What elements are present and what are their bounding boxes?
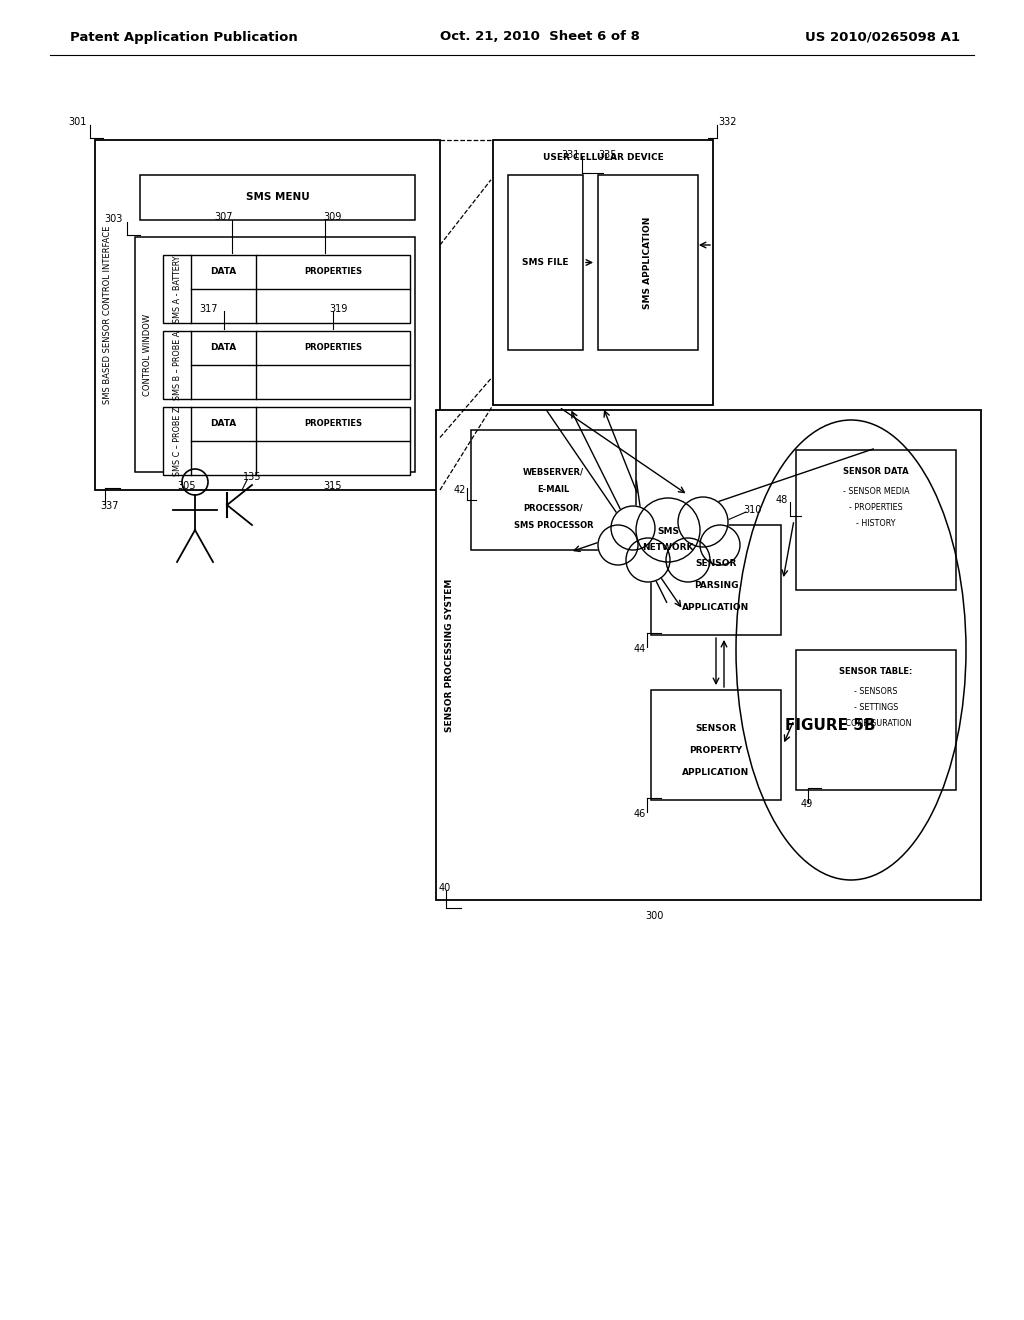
Text: 315: 315: [324, 480, 342, 491]
Text: 303: 303: [104, 214, 123, 224]
Text: SMS C – PROBE Z: SMS C – PROBE Z: [172, 407, 181, 475]
Text: SMS MENU: SMS MENU: [246, 193, 309, 202]
Text: 49: 49: [801, 799, 813, 809]
Circle shape: [626, 539, 670, 582]
Text: E-MAIL: E-MAIL: [538, 486, 569, 495]
Text: APPLICATION: APPLICATION: [682, 603, 750, 612]
Text: SMS APPLICATION: SMS APPLICATION: [643, 216, 652, 309]
Text: - SETTINGS: - SETTINGS: [854, 704, 898, 713]
FancyBboxPatch shape: [135, 238, 415, 473]
Text: SMS PROCESSOR: SMS PROCESSOR: [514, 521, 593, 531]
Text: - CONFIGURATION: - CONFIGURATION: [841, 719, 911, 729]
Text: APPLICATION: APPLICATION: [682, 768, 750, 777]
Text: DATA: DATA: [210, 420, 237, 429]
Text: SENSOR DATA: SENSOR DATA: [843, 467, 909, 477]
Circle shape: [636, 498, 700, 562]
Text: SMS A - BATTERY: SMS A - BATTERY: [172, 255, 181, 323]
FancyBboxPatch shape: [508, 176, 583, 350]
Text: 319: 319: [329, 304, 347, 314]
Text: 135: 135: [243, 473, 261, 482]
Text: SMS B – PROBE A: SMS B – PROBE A: [172, 330, 181, 400]
Text: USER CELLULAR DEVICE: USER CELLULAR DEVICE: [543, 153, 664, 162]
Text: SMS BASED SENSOR CONTROL INTERFACE: SMS BASED SENSOR CONTROL INTERFACE: [102, 226, 112, 404]
Text: - HISTORY: - HISTORY: [856, 520, 896, 528]
FancyBboxPatch shape: [651, 690, 781, 800]
Text: 335: 335: [599, 150, 617, 160]
Text: SENSOR PROCESSING SYSTEM: SENSOR PROCESSING SYSTEM: [444, 578, 454, 731]
Text: FIGURE 5B: FIGURE 5B: [784, 718, 876, 733]
Text: SENSOR TABLE:: SENSOR TABLE:: [840, 668, 912, 676]
FancyBboxPatch shape: [163, 255, 410, 323]
Text: 337: 337: [100, 502, 119, 511]
Text: PROCESSOR/: PROCESSOR/: [523, 503, 584, 512]
Text: 332: 332: [718, 117, 736, 127]
Text: PROPERTIES: PROPERTIES: [304, 268, 362, 276]
Text: 300: 300: [645, 911, 664, 921]
Text: 310: 310: [743, 506, 762, 515]
Text: PARSING: PARSING: [693, 581, 738, 590]
Text: SENSOR: SENSOR: [695, 558, 736, 568]
FancyBboxPatch shape: [651, 525, 781, 635]
FancyBboxPatch shape: [436, 411, 981, 900]
Text: PROPERTIES: PROPERTIES: [304, 343, 362, 352]
FancyBboxPatch shape: [493, 140, 713, 405]
Text: 305: 305: [178, 480, 197, 491]
Circle shape: [666, 539, 710, 582]
FancyBboxPatch shape: [95, 140, 440, 490]
Text: 301: 301: [69, 117, 87, 127]
Text: PROPERTY: PROPERTY: [689, 746, 742, 755]
FancyBboxPatch shape: [140, 176, 415, 220]
FancyBboxPatch shape: [163, 331, 410, 399]
Text: 331: 331: [561, 150, 580, 160]
Text: 44: 44: [634, 644, 646, 653]
FancyBboxPatch shape: [796, 450, 956, 590]
FancyBboxPatch shape: [598, 176, 698, 350]
Text: - SENSORS: - SENSORS: [854, 688, 898, 697]
Text: 309: 309: [324, 213, 342, 222]
Text: WEBSERVER/: WEBSERVER/: [523, 467, 584, 477]
Text: CONTROL WINDOW: CONTROL WINDOW: [142, 313, 152, 396]
Text: SMS FILE: SMS FILE: [522, 257, 568, 267]
Text: DATA: DATA: [210, 268, 237, 276]
Text: - SENSOR MEDIA: - SENSOR MEDIA: [843, 487, 909, 496]
Text: US 2010/0265098 A1: US 2010/0265098 A1: [805, 30, 961, 44]
Text: 42: 42: [454, 484, 466, 495]
Circle shape: [678, 498, 728, 546]
Text: NETWORK: NETWORK: [642, 544, 693, 553]
Text: Patent Application Publication: Patent Application Publication: [70, 30, 298, 44]
Text: Oct. 21, 2010  Sheet 6 of 8: Oct. 21, 2010 Sheet 6 of 8: [440, 30, 640, 44]
Text: PROPERTIES: PROPERTIES: [304, 420, 362, 429]
Text: SENSOR: SENSOR: [695, 723, 736, 733]
Circle shape: [700, 525, 740, 565]
Text: SMS: SMS: [657, 528, 679, 536]
FancyBboxPatch shape: [796, 649, 956, 789]
Circle shape: [598, 525, 638, 565]
Text: 40: 40: [439, 883, 452, 894]
FancyBboxPatch shape: [163, 407, 410, 475]
Text: - PROPERTIES: - PROPERTIES: [849, 503, 903, 512]
Text: DATA: DATA: [210, 343, 237, 352]
Text: 46: 46: [634, 809, 646, 818]
Text: 317: 317: [200, 304, 218, 314]
FancyBboxPatch shape: [471, 430, 636, 550]
Text: 48: 48: [776, 495, 788, 506]
Circle shape: [611, 506, 655, 550]
Text: 307: 307: [214, 213, 232, 222]
